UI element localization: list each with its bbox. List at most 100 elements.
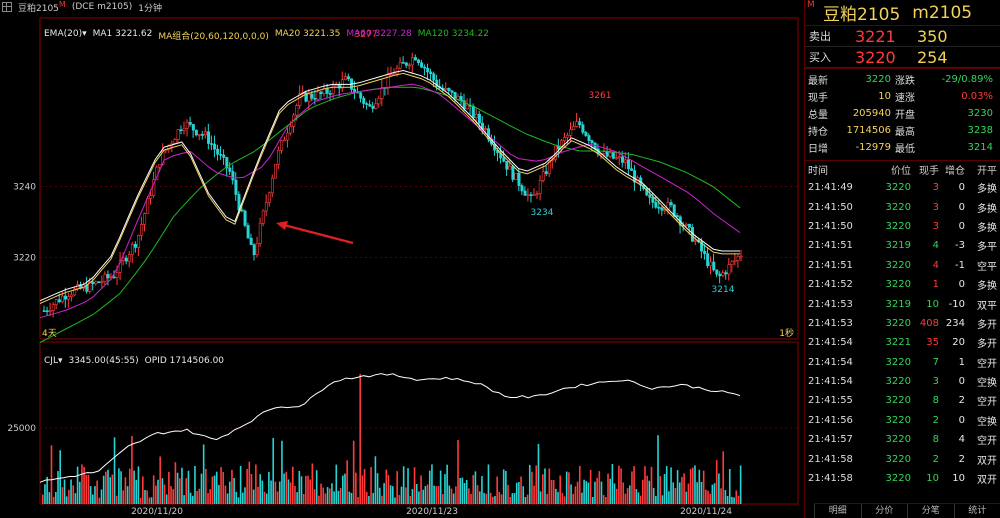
volume-bar: [368, 495, 370, 504]
candle-body: [447, 88, 451, 92]
candle-body: [505, 161, 509, 170]
volume-bar: [605, 497, 607, 504]
kline-chart[interactable]: 3240 3220 25000 2020/11/20 2020/11/23 2020/11…: [0, 14, 800, 518]
tick-oi: 2: [958, 395, 965, 407]
candle-body: [657, 207, 661, 209]
panel-tab[interactable]: 分价: [860, 504, 908, 518]
tick-row[interactable]: 21:41:53 3220 408 234 多开: [805, 314, 1000, 333]
tick-row[interactable]: 21:41:58 3220 10 10 双开: [805, 469, 1000, 488]
tick-row[interactable]: 21:41:49 3220 3 0 多换: [805, 178, 1000, 197]
volume-bar: [68, 489, 70, 504]
tick-row[interactable]: 21:41:54 3220 7 1 空开: [805, 353, 1000, 372]
tick-price: 3219: [885, 240, 911, 252]
tick-type: 空换: [977, 378, 997, 390]
candle-body: [414, 57, 418, 61]
candle-body: [718, 273, 722, 277]
candle-body: [249, 237, 253, 246]
tick-row[interactable]: 21:41:57 3220 8 4 空开: [805, 430, 1000, 449]
candle-body: [368, 104, 372, 107]
tick-row[interactable]: 21:41:51 3219 4 -3 多平: [805, 236, 1000, 255]
candle-body: [134, 243, 138, 248]
extreme-price-label: 3277: [355, 30, 378, 40]
volume-bar: [100, 489, 103, 504]
panel-tab[interactable]: 明细: [814, 504, 861, 518]
ma60-line: [39, 83, 741, 319]
tick-row[interactable]: 21:41:50 3220 3 0 多换: [805, 217, 1000, 236]
tick-row[interactable]: 21:41:56 3220 2 0 空换: [805, 411, 1000, 430]
candle-body: [289, 125, 293, 134]
volume-bar: [146, 490, 148, 504]
volume-bar: [189, 492, 192, 504]
period-marker: 1秒: [779, 327, 794, 339]
candle-body: [371, 105, 375, 109]
volume-bar: [663, 474, 666, 504]
candle-body: [523, 190, 527, 196]
panel-tab[interactable]: 分笔: [907, 504, 954, 518]
chart-labels: 3240 3220 25000 2020/11/20 2020/11/23 2020/11…: [7, 30, 794, 517]
tick-time: 21:41:54: [808, 376, 853, 388]
volume-bar: [109, 477, 111, 504]
extreme-price-label: 3214: [712, 285, 735, 295]
tick-row[interactable]: 21:41:58 3220 2 2 双开: [805, 449, 1000, 468]
ticks-list[interactable]: 21:41:49 3220 3 0 多换 21:41:50 3220 3 0 多换 21:41:50…: [805, 178, 1000, 488]
volume-bar: [102, 475, 105, 504]
tick-row[interactable]: 21:41:54 3220 3 0 空换: [805, 372, 1000, 391]
volume-bar: [283, 473, 285, 504]
tick-row[interactable]: 21:41:51 3220 4 -1 空平: [805, 256, 1000, 275]
volume-bar: [642, 479, 644, 504]
candle-body: [182, 127, 186, 131]
tick-oi: 10: [952, 473, 965, 485]
candle-body: [60, 295, 64, 303]
tick-row[interactable]: 21:41:54 3221 35 20 多开: [805, 333, 1000, 352]
candle-body: [344, 76, 348, 80]
volume-bar: [215, 471, 218, 504]
volume-bar: [533, 485, 535, 504]
candle-body: [602, 151, 606, 154]
candle-body: [651, 197, 655, 203]
panel-tab[interactable]: 统计: [953, 504, 1000, 518]
panel-title: M 豆粕2105 m2105: [805, 0, 1000, 26]
volume-bar: [498, 492, 501, 504]
volume-bar: [187, 470, 190, 504]
volume-bar: [450, 488, 453, 504]
tick-row[interactable]: 21:41:50 3220 3 0 多换: [805, 197, 1000, 216]
tick-row[interactable]: 21:41:52 3220 1 0 多换: [805, 275, 1000, 294]
volume-bar: [561, 492, 564, 504]
candle-body: [264, 202, 268, 212]
candle-body: [222, 154, 226, 158]
extreme-price-label: 3234: [531, 208, 554, 218]
period-selector[interactable]: 1分钟: [138, 3, 163, 14]
volume-bar: [55, 491, 57, 504]
volume-bar: [57, 471, 59, 504]
tick-time: 21:41:50: [808, 201, 853, 213]
grid-icon[interactable]: [2, 2, 12, 12]
candle-body: [605, 151, 609, 157]
stat-value: 205940: [852, 108, 891, 119]
candle-body: [219, 154, 223, 156]
candle-body: [106, 274, 110, 279]
candle-body: [666, 202, 670, 211]
volume-bar: [424, 486, 427, 504]
volume-bar: [718, 473, 720, 504]
candle-body: [258, 222, 262, 244]
volume-bar: [646, 475, 648, 504]
volume-bar: [678, 482, 681, 504]
volume-bar: [672, 482, 675, 504]
volume-bar: [148, 497, 151, 504]
volume-bar: [637, 492, 640, 504]
candle-body: [727, 264, 731, 275]
tick-type: 双平: [977, 300, 997, 312]
stat-value: 3214: [967, 142, 993, 153]
candle-body: [210, 143, 214, 145]
tick-row[interactable]: 21:41:53 3219 10 -10 双平: [805, 294, 1000, 313]
volume-bar: [398, 494, 401, 504]
tick-time: 21:41:53: [808, 298, 853, 310]
tick-row[interactable]: 21:41:55 3220 8 2 空开: [805, 391, 1000, 410]
volume-bar: [348, 491, 351, 504]
volume-bar: [594, 481, 596, 504]
tick-time: 21:41:51: [808, 259, 853, 271]
volume-bar: [135, 479, 138, 504]
tick-time: 21:41:54: [808, 356, 853, 368]
tick-price: 3220: [885, 220, 911, 232]
volume-bar: [159, 456, 161, 504]
